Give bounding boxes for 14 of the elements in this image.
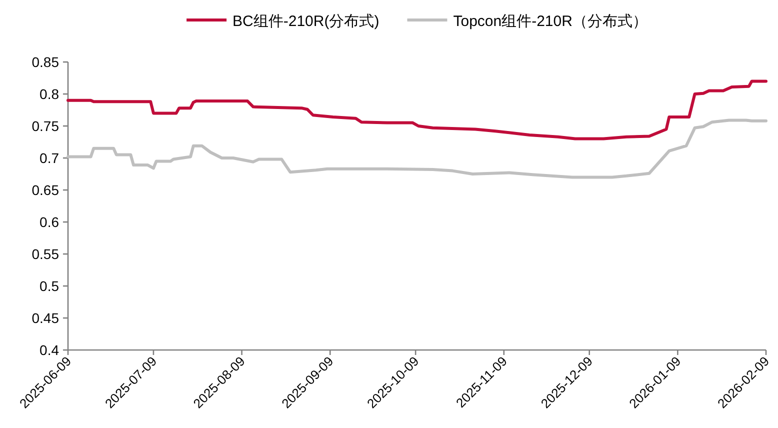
y-tick-label: 0.45 [32,310,60,326]
y-tick-label: 0.85 [32,54,60,70]
legend-label: BC组件-210R(分布式) [232,13,380,30]
y-tick-label: 0.5 [40,278,60,294]
y-tick-label: 0.6 [40,214,60,230]
y-tick-label: 0.7 [40,150,60,166]
line-series [66,80,768,140]
y-tick-label: 0.55 [32,246,60,262]
y-tick-label: 0.4 [40,342,60,358]
legend-label: Topcon组件-210R（分布式） [453,13,648,30]
y-tick-label: 0.8 [40,86,60,102]
y-tick-label: 0.65 [32,182,60,198]
line-series [66,118,768,179]
y-tick-label: 0.75 [32,118,60,134]
